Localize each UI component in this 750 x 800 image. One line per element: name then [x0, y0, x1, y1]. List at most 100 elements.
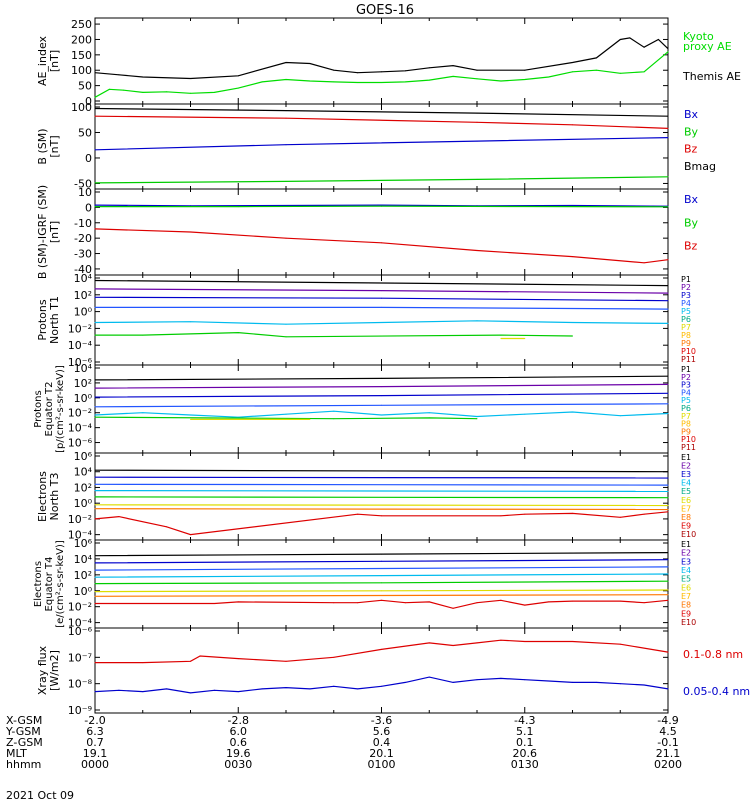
y-tick-label: -10 [74, 217, 92, 230]
y-tick-label: 10⁻² [68, 322, 92, 335]
data-point [572, 62, 573, 63]
y-axis-label: B (SM) [36, 128, 49, 164]
data-point [452, 65, 454, 67]
data-point [667, 48, 669, 50]
data-point [667, 292, 669, 294]
series-e9 [94, 599, 669, 609]
data-point [643, 513, 645, 515]
x-row-value: 21.1 [656, 747, 681, 760]
y-axis-label: [nT] [48, 50, 61, 72]
y-tick-label: 10⁻² [68, 513, 92, 526]
y-tick-label: 10⁻⁹ [68, 704, 92, 717]
legend: 0.1-0.8 nm 0.05-0.4 nm [683, 648, 750, 698]
data-point [667, 322, 669, 324]
data-point [237, 332, 239, 334]
series-p7 [500, 337, 526, 340]
data-point [381, 560, 382, 562]
data-point [619, 72, 621, 74]
data-point [381, 204, 382, 206]
legend-entry: P6 [681, 315, 691, 324]
data-point [94, 416, 96, 418]
data-point [643, 262, 645, 264]
data-point [285, 323, 287, 325]
series-line [94, 410, 669, 418]
series-bmag [94, 107, 669, 117]
series-line [94, 176, 669, 184]
x-row-value: -4.3 [514, 714, 535, 727]
data-point [357, 72, 359, 74]
data-point [94, 149, 96, 151]
x-row-value: 6.0 [230, 725, 248, 738]
data-point [667, 511, 669, 513]
data-point [667, 688, 669, 690]
data-point [476, 78, 478, 80]
y-tick-label: 10⁻⁴ [68, 422, 93, 435]
x-row-label: Z-GSM [6, 736, 43, 749]
data-point [452, 607, 454, 609]
y-tick-label: 10⁰ [74, 497, 93, 510]
y-tick-label: 0 [85, 201, 92, 214]
series-p5 [94, 320, 669, 325]
data-point [500, 599, 502, 601]
data-point [237, 87, 239, 89]
legend-entry: P1 [681, 275, 691, 284]
series-e2 [94, 559, 669, 564]
data-point [237, 206, 239, 208]
data-point [524, 69, 526, 71]
data-point [142, 76, 144, 78]
data-point [524, 641, 526, 642]
data-point [142, 334, 144, 336]
data-point [237, 658, 239, 660]
data-point [166, 91, 168, 93]
x-row-value: 20.1 [369, 747, 394, 760]
series-p5 [94, 410, 669, 418]
data-point [667, 505, 669, 506]
series-p3 [94, 392, 669, 398]
data-point [381, 568, 382, 569]
x-row-value: 6.3 [86, 725, 104, 738]
y-tick-label: 10⁻⁶ [68, 356, 93, 369]
data-point [94, 569, 96, 571]
y-axis-label: North T3 [48, 473, 61, 521]
data-point [452, 681, 454, 683]
x-row-value: 4.5 [659, 725, 677, 738]
legend-entry: P9 [681, 339, 691, 348]
data-point [381, 395, 382, 397]
legend-entry: P11 [681, 355, 696, 364]
data-point [142, 691, 144, 693]
y-tick-label: 100 [71, 64, 92, 77]
x-row-value: -4.9 [657, 714, 678, 727]
panel-bsm: -50 0 50 100 B (SM) [nT] Bx By Bz Bmag [36, 101, 716, 190]
legend-entry: P9 [681, 427, 691, 436]
data-point [94, 334, 96, 336]
series-line [94, 511, 669, 536]
data-point [94, 518, 96, 520]
data-point [309, 63, 311, 64]
series-e5 [94, 580, 669, 585]
data-point [309, 80, 311, 82]
data-point [428, 67, 430, 69]
data-point [476, 112, 478, 114]
data-point [94, 396, 96, 398]
legend-entry: E1 [681, 453, 691, 462]
legend-entry: P7 [681, 323, 691, 332]
data-point [94, 182, 96, 184]
data-point [381, 595, 382, 596]
series-p3 [94, 296, 669, 302]
y-axis-label: Equator T2 [44, 382, 55, 437]
data-point [94, 595, 96, 597]
data-point [619, 39, 621, 40]
series-e1 [94, 551, 669, 557]
panel-frame [94, 627, 669, 714]
y-tick-label: 10⁻⁴ [68, 529, 93, 542]
data-point [657, 39, 659, 40]
series-0-05-0-4-nm [94, 676, 669, 694]
data-point [381, 553, 382, 555]
data-point [667, 490, 669, 492]
data-point [94, 603, 96, 604]
